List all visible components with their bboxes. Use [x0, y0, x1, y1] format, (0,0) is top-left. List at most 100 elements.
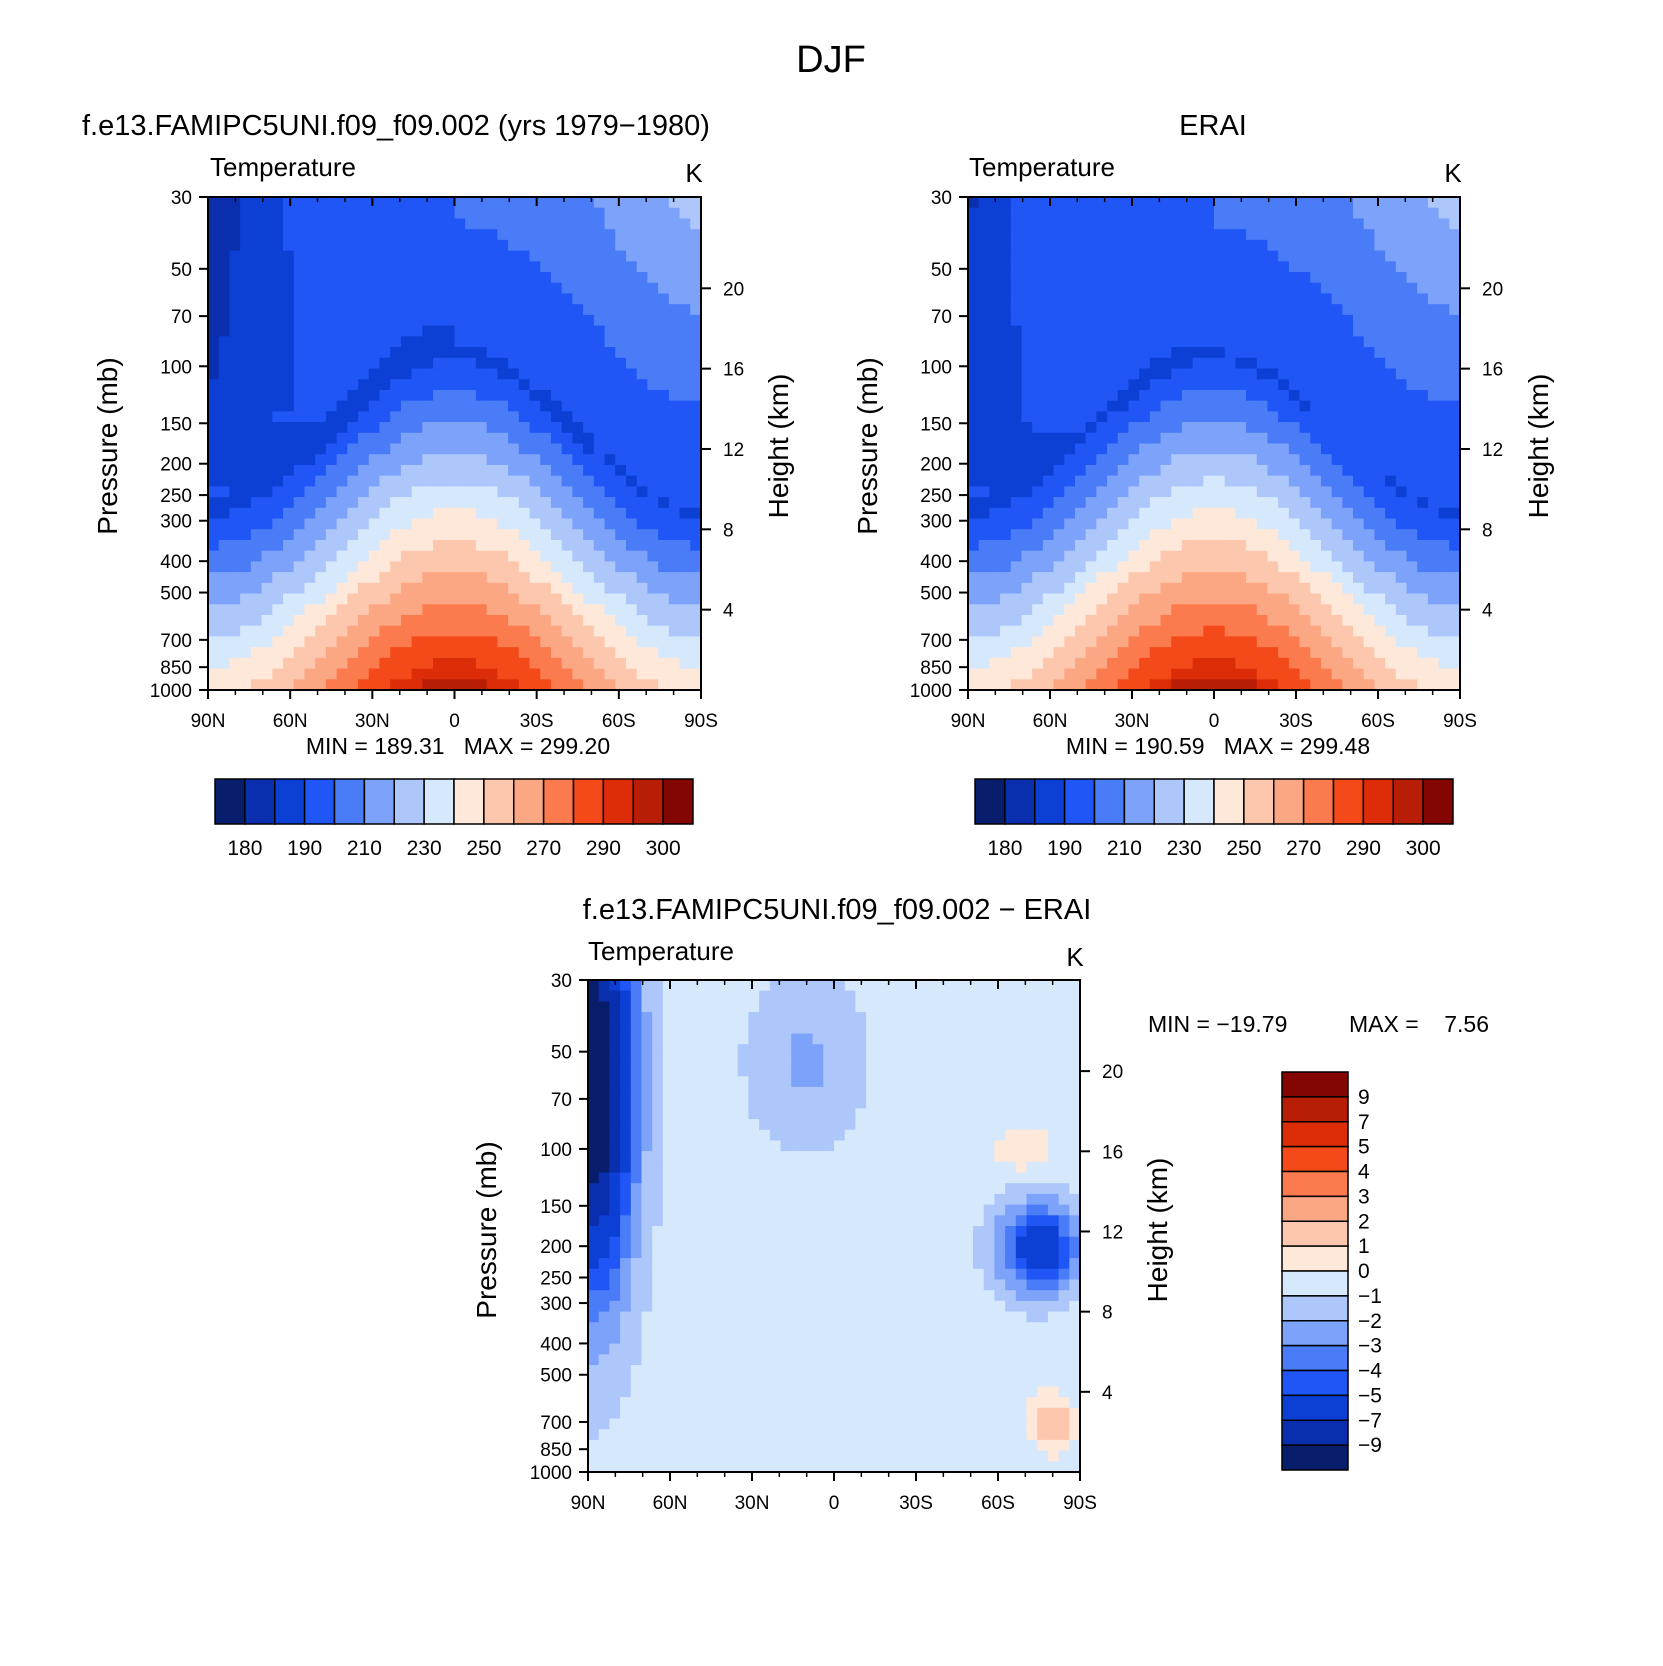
heatmap-cell [572, 539, 584, 552]
heatmap-cell [1438, 261, 1450, 273]
heatmap-cell [1149, 582, 1162, 595]
heatmap-cell [518, 357, 531, 370]
heatmap-cell [304, 336, 316, 348]
y-tick-label: 850 [160, 658, 192, 679]
heatmap-cell [358, 282, 370, 295]
heatmap-cell [694, 1022, 707, 1035]
heatmap-cell [1267, 539, 1279, 552]
heatmap-cell [218, 486, 231, 498]
heatmap-cell [1192, 657, 1204, 670]
heatmap-cell [508, 454, 520, 466]
heatmap-cell [652, 1204, 664, 1216]
y-tick-label: 1000 [150, 681, 192, 702]
heatmap-cell [968, 572, 980, 584]
heatmap-cell [968, 379, 980, 391]
heatmap-cell [218, 336, 231, 348]
heatmap-cell [620, 1300, 632, 1313]
heatmap-cell [1288, 314, 1301, 327]
heatmap-cell [1042, 647, 1055, 659]
heatmap-cell [1310, 400, 1322, 412]
heatmap-cell [1085, 636, 1097, 648]
heatmap-cell [694, 1172, 707, 1184]
heatmap-cell [1235, 389, 1247, 402]
heatmap-cell [658, 197, 670, 209]
heatmap-cell [283, 368, 295, 380]
heatmap-cell [652, 1001, 664, 1013]
heatmap-cell [240, 197, 252, 209]
heatmap-cell [1299, 582, 1311, 595]
heatmap-cell [240, 272, 252, 284]
heatmap-cell [679, 325, 691, 337]
heatmap-cell [1085, 657, 1097, 670]
heatmap-cell [1053, 529, 1065, 541]
heatmap-cell [1299, 593, 1311, 605]
heatmap-cell [422, 604, 434, 616]
heatmap-cell [668, 229, 681, 241]
heatmap-cell [1353, 657, 1365, 670]
heatmap-cell [272, 304, 284, 316]
heatmap-cell [433, 304, 445, 316]
x-tick-label: 30S [1279, 711, 1313, 732]
heatmap-cell [1074, 239, 1087, 252]
heatmap-cell [218, 550, 231, 562]
heatmap-cell [379, 207, 391, 220]
heatmap-cell [497, 497, 509, 509]
heatmap-cell [625, 293, 638, 305]
heatmap-cell [615, 250, 627, 262]
heatmap-cell [1107, 668, 1119, 680]
heatmap-cell [1032, 304, 1044, 316]
heatmap-cell [379, 550, 391, 562]
heatmap-cell [486, 582, 498, 595]
heatmap-cell [636, 443, 649, 455]
heatmap-cell [497, 336, 509, 348]
heatmap-cell [561, 218, 573, 230]
heatmap-cell [240, 636, 252, 648]
heatmap-cell [652, 1151, 664, 1163]
heatmap-cell [368, 647, 381, 659]
heatmap-cell [283, 207, 295, 220]
heatmap-cell [1192, 325, 1204, 337]
heatmap-cell [572, 229, 584, 241]
heatmap-cell [598, 1183, 610, 1195]
heatmap-cell [336, 454, 348, 466]
heatmap-cell [1417, 668, 1429, 680]
heatmap-cell [673, 1365, 685, 1377]
heatmap-cell [1438, 550, 1450, 562]
heatmap-cell [1246, 614, 1258, 627]
heatmap-cell [1374, 636, 1386, 648]
heatmap-cell [518, 250, 531, 262]
heatmap-cell [968, 593, 980, 605]
heatmap-cell [620, 1279, 632, 1291]
heatmap-cell [647, 400, 659, 412]
heatmap-cell [304, 625, 316, 638]
heatmap-cell [641, 1119, 653, 1131]
heatmap-cell [325, 389, 338, 402]
heatmap-cell [1139, 389, 1151, 402]
heatmap-cell [261, 207, 273, 220]
heatmap-cell [1246, 625, 1258, 638]
x-tick-label: 60S [602, 711, 636, 732]
heatmap-cell [1214, 604, 1226, 616]
heatmap-cell [540, 518, 552, 530]
heatmap-cell [615, 507, 627, 520]
heatmap-cell [1000, 325, 1012, 337]
heatmap-cell [690, 304, 702, 316]
heatmap-cell [625, 304, 638, 316]
heatmap-cell [497, 389, 509, 402]
heatmap-cell [240, 614, 252, 627]
heatmap-cell [1074, 304, 1087, 316]
heatmap-cell [529, 486, 541, 498]
heatmap-cell [1427, 400, 1440, 412]
heatmap-cell [604, 250, 616, 262]
heatmap-cell [433, 486, 445, 498]
heatmap-cell [1427, 561, 1440, 573]
heatmap-cell [529, 389, 541, 402]
heatmap-cell [593, 464, 606, 477]
heatmap-cell [641, 1407, 653, 1420]
heatmap-cell [1203, 261, 1215, 273]
heatmap-cell [475, 347, 488, 359]
heatmap-cell [679, 614, 691, 627]
heatmap-cell [304, 539, 316, 552]
heatmap-cell [968, 647, 980, 659]
heatmap-cell [400, 197, 413, 209]
